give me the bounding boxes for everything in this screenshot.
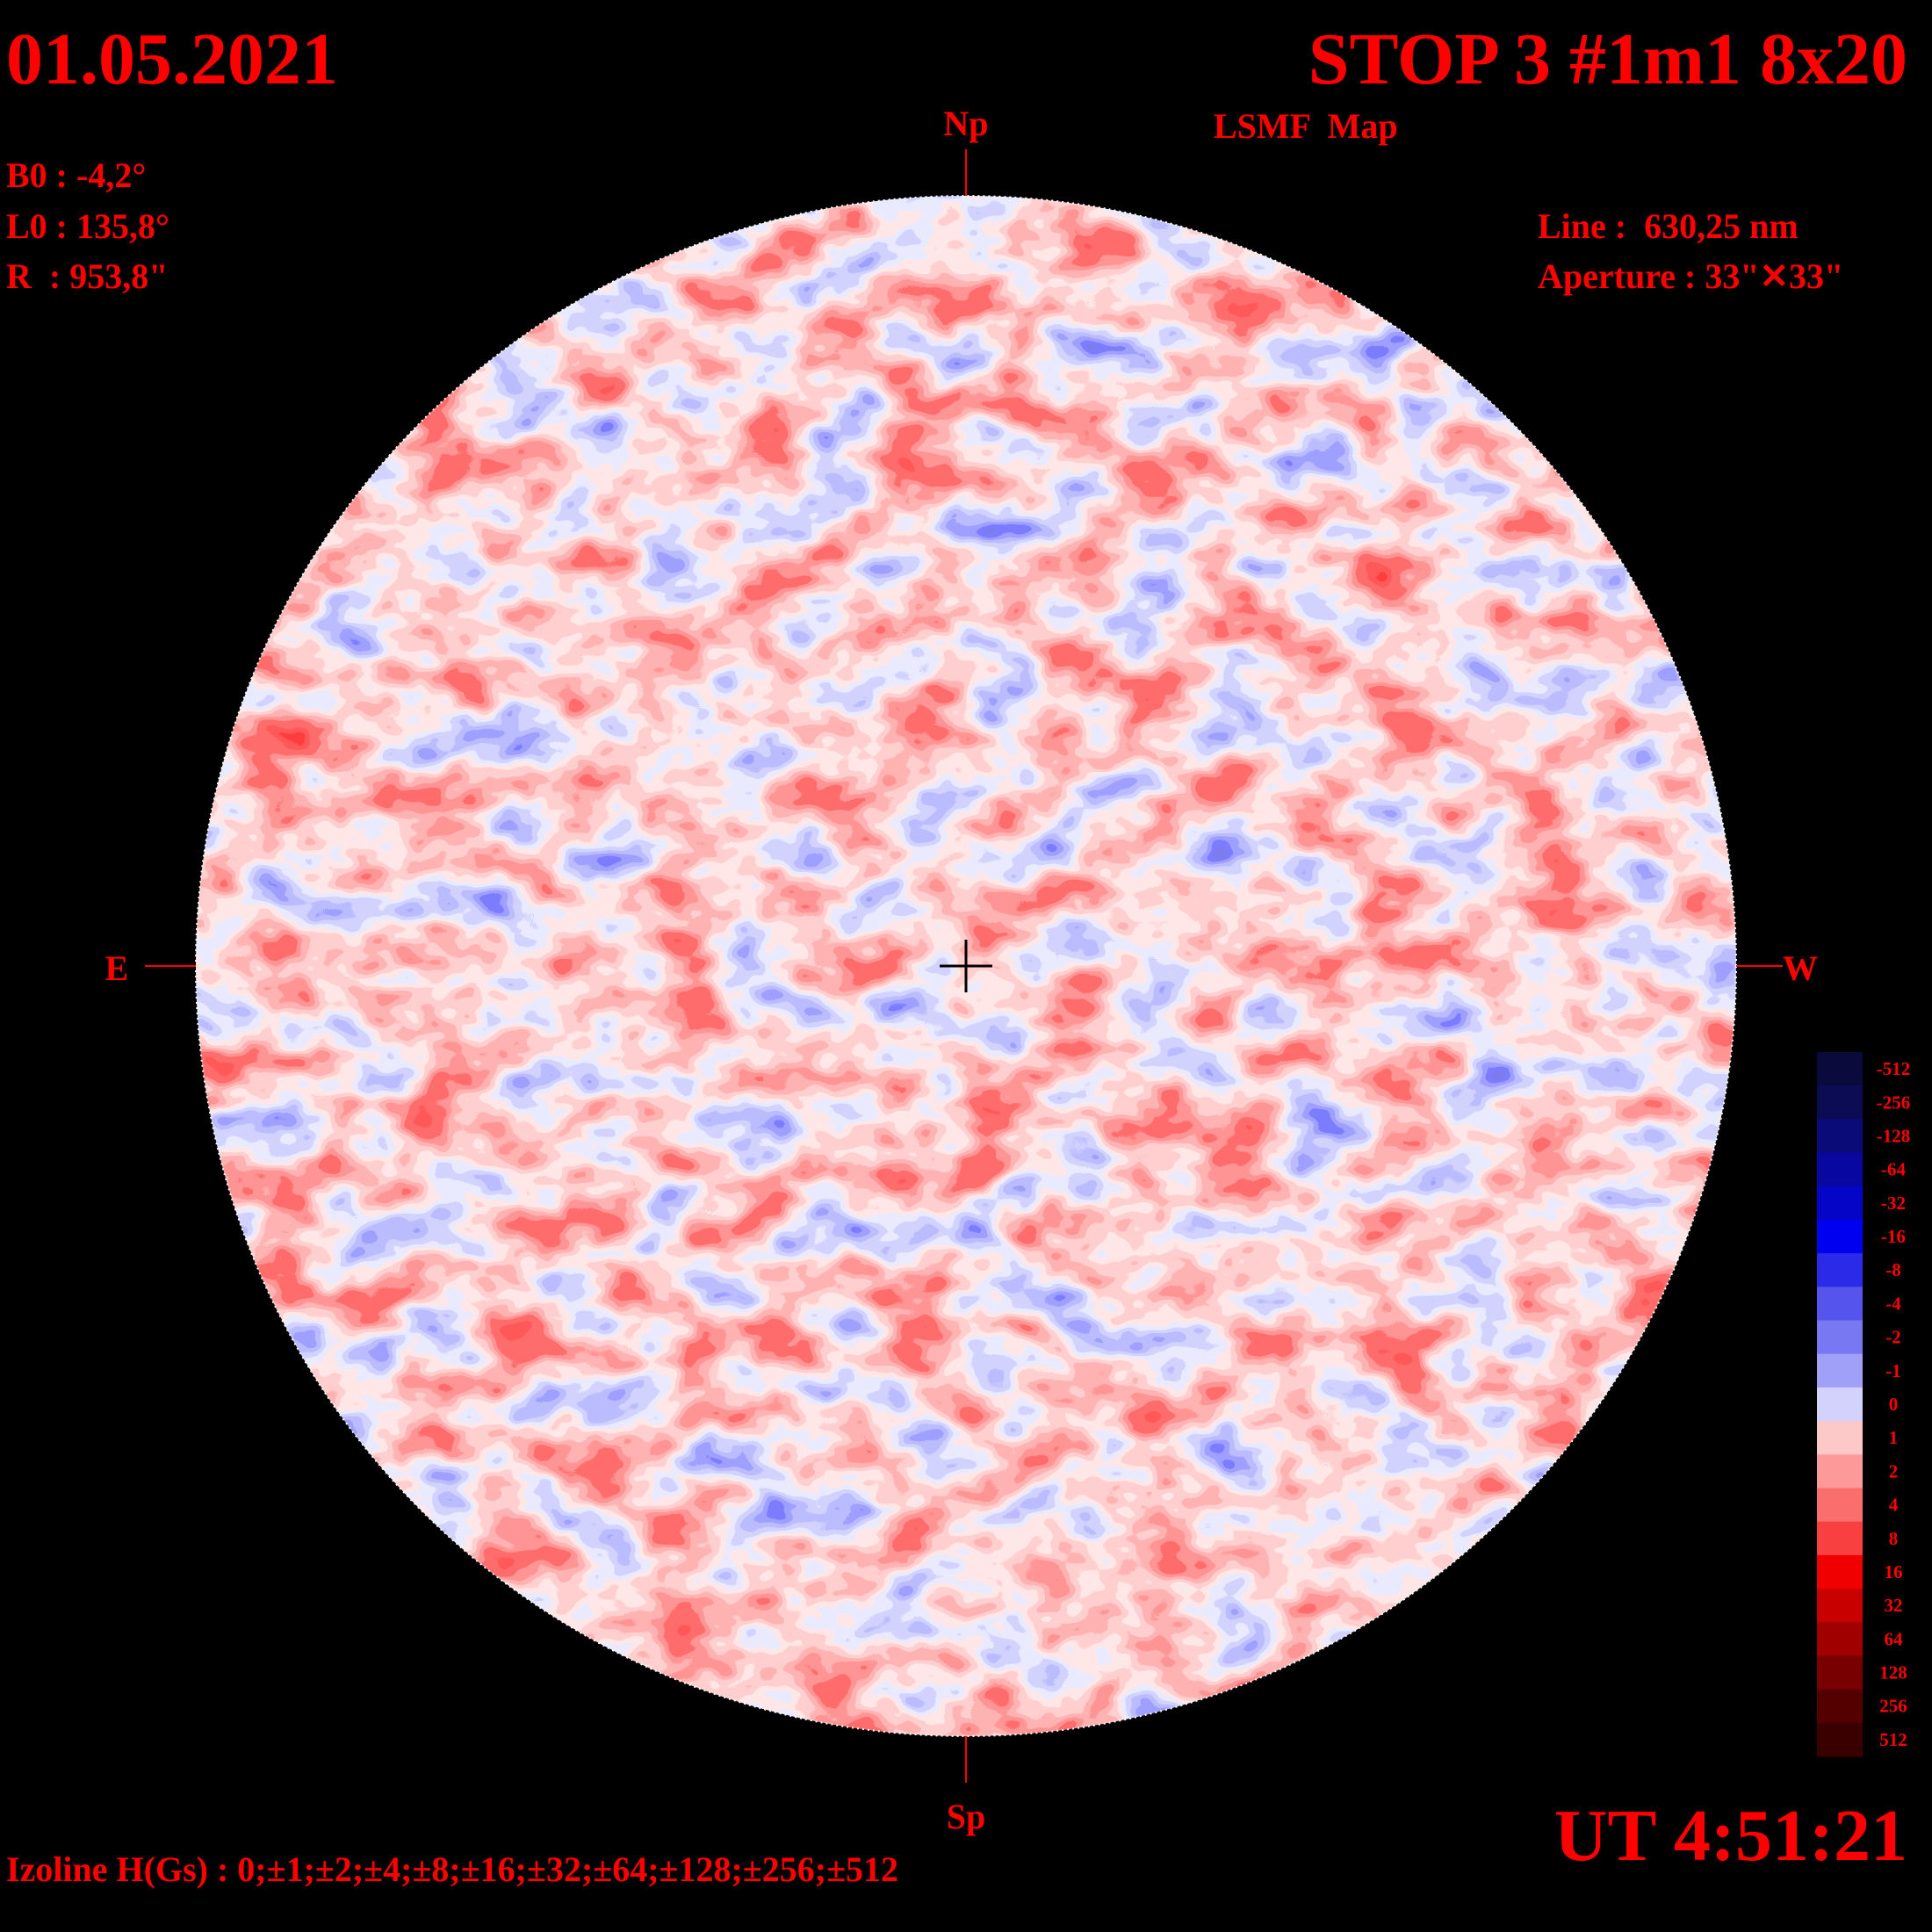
colorbar-label: 64: [1885, 1628, 1904, 1649]
param: L0 : 135,8°: [6, 206, 169, 246]
colorbar: -512 -256 -128 -64 -32 -16 -8 -4 -2 -1 0 1 2 4 8 16 32 64…: [1817, 1052, 1910, 1757]
direction-label: E: [105, 948, 129, 988]
colorbar-label: -64: [1881, 1159, 1906, 1180]
title: STOP 3 #1m1 8x20: [1308, 18, 1907, 100]
colorbar-cell: [1817, 1387, 1863, 1422]
colorbar-label: 512: [1879, 1729, 1907, 1750]
colorbar-cell: [1817, 1655, 1863, 1690]
param: R : 953,8": [6, 256, 168, 296]
colorbar-label: -32: [1881, 1193, 1906, 1214]
colorbar-cell: [1817, 1521, 1863, 1556]
param: Aperture : 33"✕33": [1538, 256, 1843, 296]
colorbar-cell: [1817, 1219, 1863, 1254]
colorbar-cell: [1817, 1085, 1863, 1120]
colorbar-label: -16: [1881, 1226, 1906, 1247]
subtitle: LSMF Map: [1214, 106, 1398, 146]
colorbar-cell: [1817, 1353, 1863, 1388]
direction-label: W: [1783, 948, 1818, 988]
colorbar-cell: [1817, 1689, 1863, 1724]
colorbar-label: 256: [1879, 1696, 1907, 1717]
date: 01.05.2021: [6, 18, 338, 100]
colorbar-label: 4: [1889, 1495, 1899, 1516]
colorbar-label: -2: [1885, 1327, 1901, 1348]
colorbar-cell: [1817, 1287, 1863, 1322]
center-cross: [940, 940, 992, 992]
colorbar-label: -256: [1877, 1092, 1911, 1113]
colorbar-cell: [1817, 1186, 1863, 1221]
colorbar-cell: [1817, 1052, 1863, 1086]
izoline-note: Izoline H(Gs) : 0;±1;±2;±4;±8;±16;±32;±6…: [6, 1849, 898, 1889]
colorbar-label: 8: [1889, 1528, 1899, 1549]
direction-label: Np: [943, 104, 988, 143]
colorbar-label: 2: [1889, 1460, 1899, 1481]
colorbar-cell: [1817, 1722, 1863, 1757]
colorbar-cell: [1817, 1622, 1863, 1656]
colorbar-label: -1: [1885, 1360, 1901, 1381]
colorbar-label: -4: [1885, 1293, 1901, 1314]
colorbar-label: 1: [1889, 1427, 1899, 1448]
param: Line : 630,25 nm: [1538, 206, 1799, 246]
colorbar-label: 32: [1885, 1595, 1903, 1616]
axis-ticks: [145, 149, 1783, 1783]
colorbar-label: -128: [1877, 1125, 1911, 1146]
colorbar-cell: [1817, 1488, 1863, 1523]
colorbar-cell: [1817, 1152, 1863, 1187]
colorbar-label: -512: [1877, 1058, 1911, 1079]
colorbar-cell: [1817, 1320, 1863, 1355]
direction-label: Sp: [947, 1797, 986, 1836]
colorbar-label: 0: [1889, 1394, 1899, 1415]
time: UT 4:51:21: [1554, 1795, 1907, 1877]
colorbar-cell: [1817, 1253, 1863, 1287]
colorbar-cell: [1817, 1119, 1863, 1154]
colorbar-cell: [1817, 1454, 1863, 1489]
colorbar-cell: [1817, 1421, 1863, 1455]
param: B0 : -4,2°: [6, 155, 146, 195]
colorbar-label: 128: [1879, 1662, 1907, 1683]
colorbar-cell: [1817, 1589, 1863, 1623]
colorbar-label: -8: [1885, 1259, 1901, 1280]
colorbar-label: 16: [1885, 1561, 1903, 1582]
colorbar-cell: [1817, 1554, 1863, 1590]
